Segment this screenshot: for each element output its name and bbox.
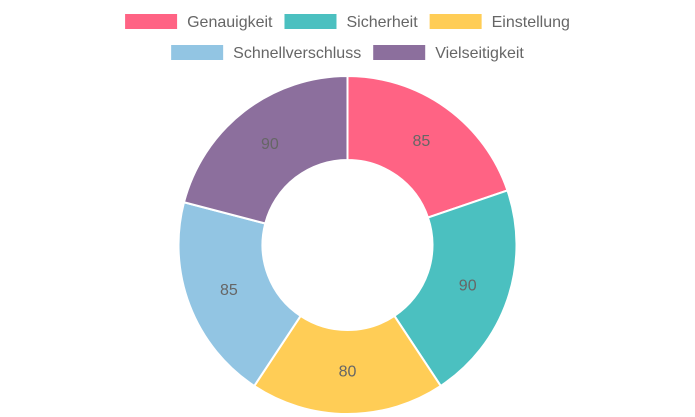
legend-item-schnellverschluss[interactable]: Schnellverschluss <box>171 45 361 62</box>
legend-item-sicherheit[interactable]: Sicherheit <box>284 14 418 31</box>
legend-swatch-einstellung <box>429 14 482 29</box>
slice-vielseitigkeit[interactable] <box>182 74 349 225</box>
legend-swatch-genauigkeit <box>125 14 178 29</box>
legend-label-vielseitigkeit: Vielseitigkeit <box>435 45 524 62</box>
legend: Genauigkeit Sicherheit Einstellung Schnellv… <box>125 14 570 62</box>
data-label-einstellung: 80 <box>339 364 357 381</box>
legend-label-genauigkeit: Genauigkeit <box>187 14 273 31</box>
legend-item-einstellung[interactable]: Einstellung <box>429 14 570 31</box>
legend-label-sicherheit: Sicherheit <box>346 14 418 31</box>
slice-schnellverschluss[interactable] <box>177 201 302 388</box>
legend-label-einstellung: Einstellung <box>492 14 570 31</box>
data-label-schnellverschluss: 85 <box>220 282 238 299</box>
data-label-genauigkeit: 85 <box>412 133 430 150</box>
data-label-sicherheit: 90 <box>459 278 477 295</box>
legend-swatch-schnellverschluss <box>171 45 224 60</box>
data-labels: 85 90 80 85 90 <box>220 133 477 380</box>
data-label-vielseitigkeit: 90 <box>261 136 279 153</box>
legend-swatch-sicherheit <box>284 14 337 29</box>
slices <box>177 74 518 415</box>
legend-item-genauigkeit[interactable]: Genauigkeit <box>125 14 273 31</box>
legend-label-schnellverschluss: Schnellverschluss <box>233 45 361 62</box>
legend-item-vielseitigkeit[interactable]: Vielseitigkeit <box>373 45 524 62</box>
legend-swatch-vielseitigkeit <box>373 45 426 60</box>
slice-sicherheit[interactable] <box>393 189 518 388</box>
slice-genauigkeit[interactable] <box>346 74 509 219</box>
slice-einstellung[interactable] <box>252 314 443 415</box>
